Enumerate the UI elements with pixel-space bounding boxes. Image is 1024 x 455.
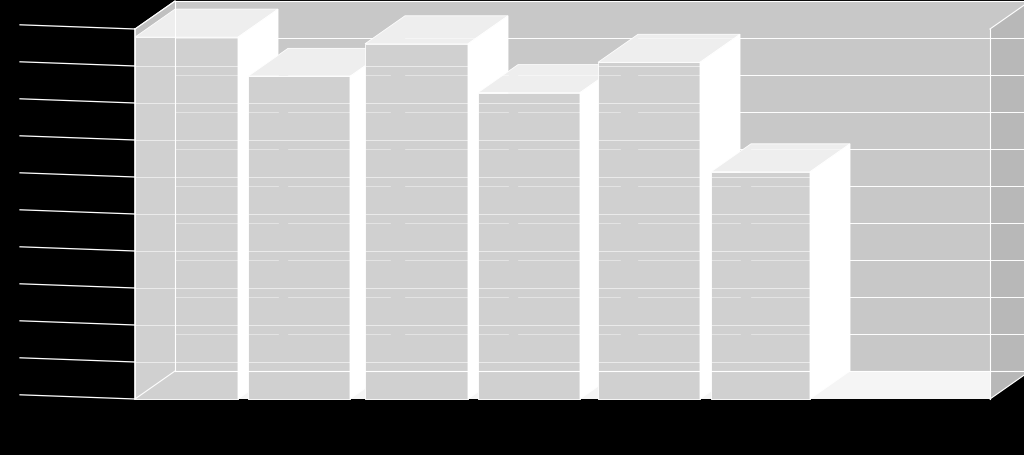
- Polygon shape: [810, 145, 850, 399]
- Polygon shape: [478, 93, 580, 399]
- Polygon shape: [248, 49, 390, 77]
- Polygon shape: [248, 77, 350, 399]
- Polygon shape: [700, 35, 740, 399]
- Polygon shape: [135, 10, 278, 38]
- Polygon shape: [711, 145, 850, 172]
- Polygon shape: [580, 66, 620, 399]
- Polygon shape: [478, 66, 620, 93]
- Polygon shape: [135, 371, 1024, 399]
- Polygon shape: [238, 10, 278, 399]
- Polygon shape: [598, 63, 700, 399]
- Polygon shape: [135, 2, 175, 399]
- Polygon shape: [990, 2, 1024, 399]
- Polygon shape: [350, 49, 390, 399]
- Polygon shape: [365, 45, 468, 399]
- Polygon shape: [468, 17, 508, 399]
- Polygon shape: [365, 17, 508, 45]
- Polygon shape: [598, 35, 740, 63]
- Polygon shape: [711, 172, 810, 399]
- Polygon shape: [175, 2, 1024, 371]
- Polygon shape: [135, 38, 238, 399]
